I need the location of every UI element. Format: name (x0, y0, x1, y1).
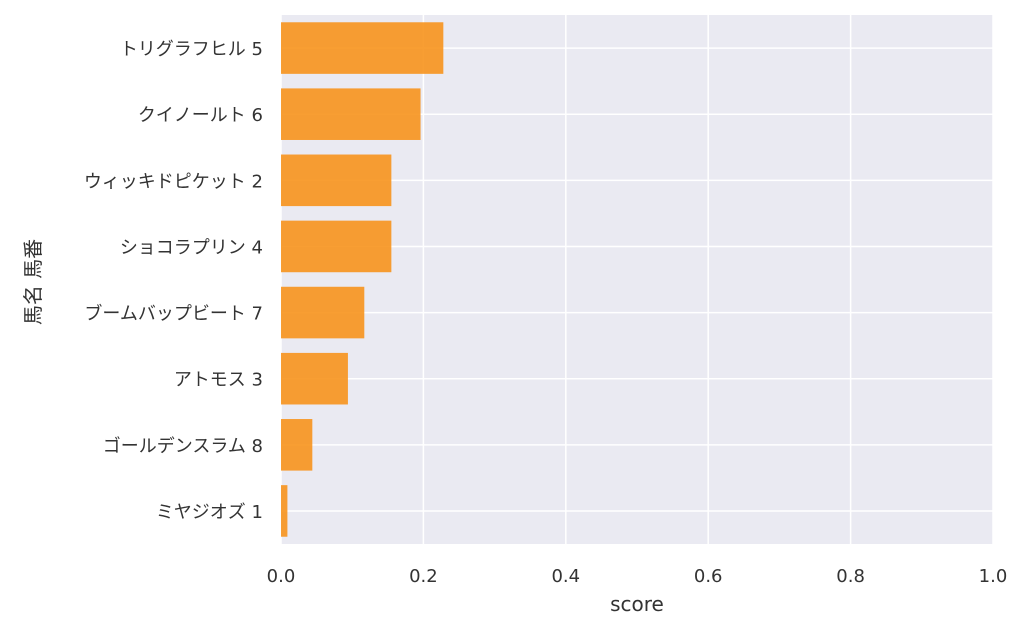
bar (281, 154, 392, 207)
y-tick-label: ゴールデンスラム 8 (103, 436, 263, 457)
bar (281, 419, 313, 471)
x-tick-label: 0.6 (694, 566, 723, 587)
y-tick-label: ミヤジオズ 1 (156, 502, 263, 523)
bar (281, 352, 348, 405)
y-tick-label: アトモス 3 (174, 370, 263, 391)
bars (281, 22, 444, 537)
y-tick-label: クイノールト 6 (138, 105, 263, 126)
y-tick-labels: トリグラフヒル 5 クイノールト 6 ウィッキドピケット 2 ショコラプリン 4 ブーム… (84, 39, 263, 523)
x-axis-label: score (610, 592, 664, 616)
y-tick-label: ブームバップビート 7 (84, 303, 263, 325)
y-axis-label: 馬名 馬番 (21, 239, 45, 325)
x-tick-label: 0.4 (551, 566, 580, 587)
x-tick-label: 0.2 (409, 566, 438, 587)
x-tick-label: 0.0 (267, 566, 296, 587)
bar (281, 22, 444, 74)
bar (281, 485, 288, 537)
bar (281, 286, 365, 339)
bar (281, 220, 392, 273)
y-tick-label: ショコラプリン 4 (120, 237, 263, 258)
x-tick-label: 0.8 (836, 566, 865, 587)
y-tick-label: ウィッキドピケット 2 (84, 171, 263, 192)
bar (281, 88, 421, 140)
y-tick-label: トリグラフヒル 5 (120, 39, 263, 60)
x-tick-label: 1.0 (979, 566, 1008, 587)
x-tick-labels: 0.0 0.2 0.4 0.6 0.8 1.0 (267, 566, 1008, 587)
